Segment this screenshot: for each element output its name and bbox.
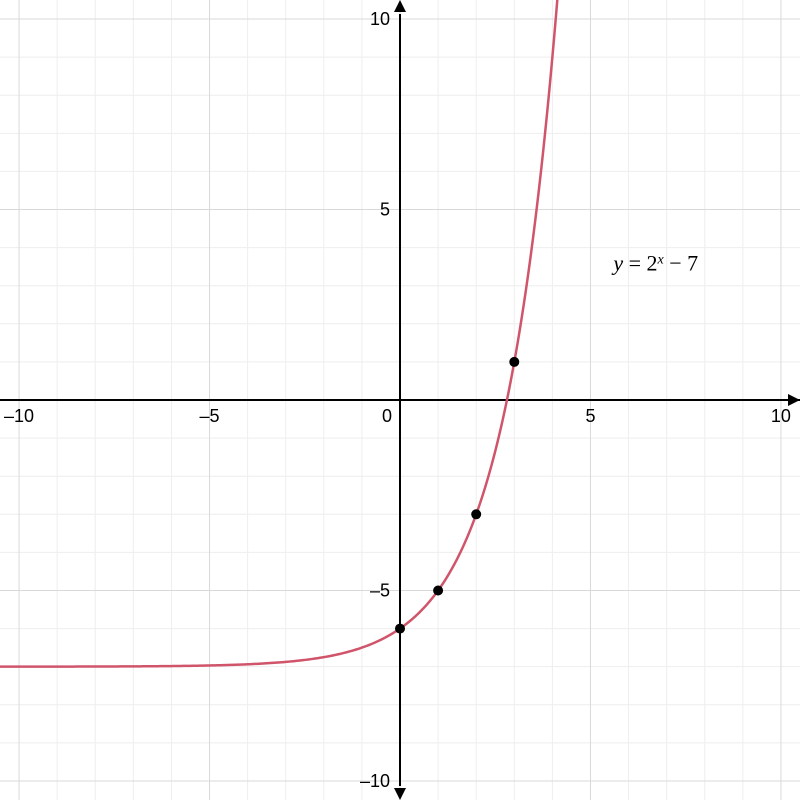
x-tick-label: 0 bbox=[382, 406, 392, 426]
y-tick-label: –10 bbox=[360, 771, 390, 791]
data-point bbox=[395, 624, 405, 634]
x-tick-label: 10 bbox=[771, 406, 791, 426]
data-point bbox=[509, 357, 519, 367]
y-tick-label: –5 bbox=[370, 580, 390, 600]
y-tick-label: 10 bbox=[370, 9, 390, 29]
coordinate-chart: –10 –5 0 5 10 –10 –5 5 10 y = 2x − 7 bbox=[0, 0, 800, 800]
data-point bbox=[433, 585, 443, 595]
data-point bbox=[471, 509, 481, 519]
x-tick-label: 5 bbox=[585, 406, 595, 426]
x-tick-label: –10 bbox=[4, 406, 34, 426]
equation-label: y = 2x − 7 bbox=[611, 250, 698, 275]
x-tick-label: –5 bbox=[200, 406, 220, 426]
y-tick-label: 5 bbox=[380, 200, 390, 220]
